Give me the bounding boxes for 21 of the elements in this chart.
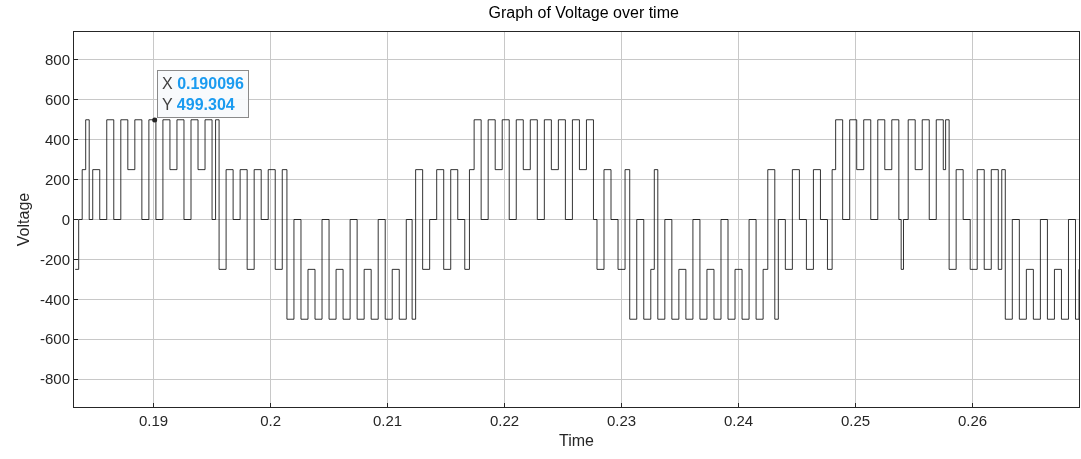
x-tick-label: 0.22 (489, 412, 520, 429)
annotation: X 0.190096 Y 499.304 (162, 75, 244, 113)
y-tick-label: -400 (39, 290, 70, 308)
y-tick-label: -800 (39, 370, 70, 388)
y-tick-label: 600 (44, 91, 70, 109)
x-axis-title: Time (559, 431, 595, 449)
y-tick-label: 0 (61, 210, 70, 228)
x-tick-label: 0.24 (723, 412, 754, 429)
x-tick-label: 0.2 (260, 412, 281, 429)
y-tick-label: 400 (44, 130, 70, 148)
x-tick-label: 0.25 (840, 412, 871, 429)
x-tick-label: 0.26 (957, 412, 988, 429)
y-tick-label: -200 (39, 250, 70, 268)
y-tick-label: 800 (44, 51, 70, 69)
x-tick-label: 0.21 (372, 412, 403, 429)
chart-title: Graph of Voltage over time (488, 4, 680, 22)
y-tick-label: 200 (44, 170, 70, 188)
y-axis-title: Voltage (14, 192, 32, 247)
x-tick-label: 0.23 (606, 412, 637, 429)
y-tick-label: -600 (39, 330, 70, 348)
x-tick-label: 0.19 (138, 412, 169, 429)
